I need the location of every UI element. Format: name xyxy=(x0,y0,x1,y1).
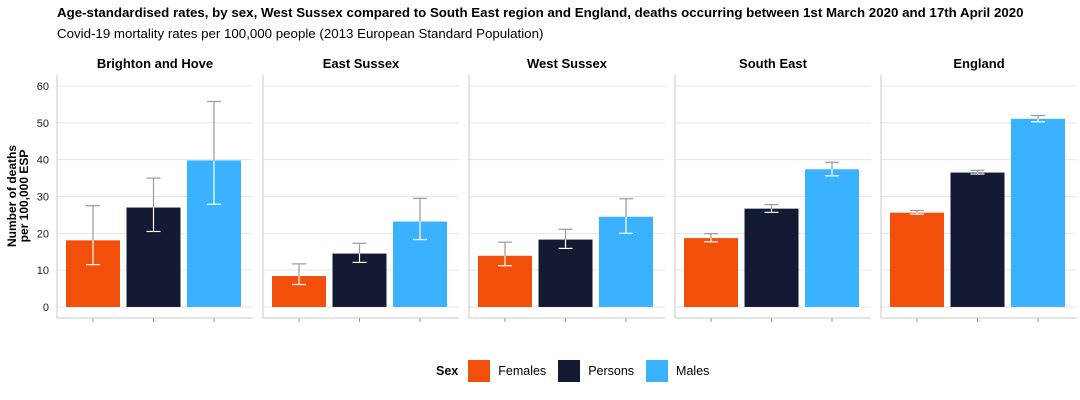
legend-key-females xyxy=(468,360,491,382)
legend-label-females: Females xyxy=(498,364,547,378)
faceted-bar-chart: Number of deathsper 100,000 ESP 0 10 20 30 40… xyxy=(5,56,1077,322)
legend-key-males xyxy=(646,360,669,382)
legend-key-persons xyxy=(558,360,581,382)
y-tick-label: 60 xyxy=(37,81,49,93)
y-axis-label: Number of deathsper 100,000 ESP xyxy=(5,145,31,247)
bar-females xyxy=(890,212,944,307)
facet-label: East Sussex xyxy=(323,56,400,71)
facet-label: South East xyxy=(739,56,808,71)
chart-subtitle: Covid-19 mortality rates per 100,000 peo… xyxy=(57,26,544,41)
bar-persons xyxy=(744,208,799,307)
y-tick-label: 50 xyxy=(37,118,49,130)
chart-title: Age-standardised rates, by sex, West Sus… xyxy=(57,5,1024,20)
legend: Sex Females Persons Males xyxy=(436,360,721,382)
facet-label: England xyxy=(953,56,1004,71)
bar-males xyxy=(1011,118,1065,307)
y-tick-label: 10 xyxy=(37,265,49,277)
legend-label-males: Males xyxy=(676,364,710,378)
bar-females xyxy=(684,238,738,307)
y-tick-label: 40 xyxy=(37,155,49,167)
legend-title: Sex xyxy=(436,364,459,378)
legend-item-females: Females xyxy=(468,360,546,382)
facet-label: West Sussex xyxy=(527,56,608,71)
bar-males xyxy=(805,169,859,307)
bar-persons xyxy=(950,172,1005,307)
facet-label: Brighton and Hove xyxy=(97,56,213,71)
legend-item-males: Males xyxy=(646,360,709,382)
y-tick-label: 30 xyxy=(37,192,49,204)
legend-label-persons: Persons xyxy=(588,364,635,378)
bar-persons xyxy=(538,239,593,307)
legend-item-persons: Persons xyxy=(558,360,634,382)
y-tick-label: 0 xyxy=(43,302,49,314)
y-tick-label: 20 xyxy=(37,228,49,240)
